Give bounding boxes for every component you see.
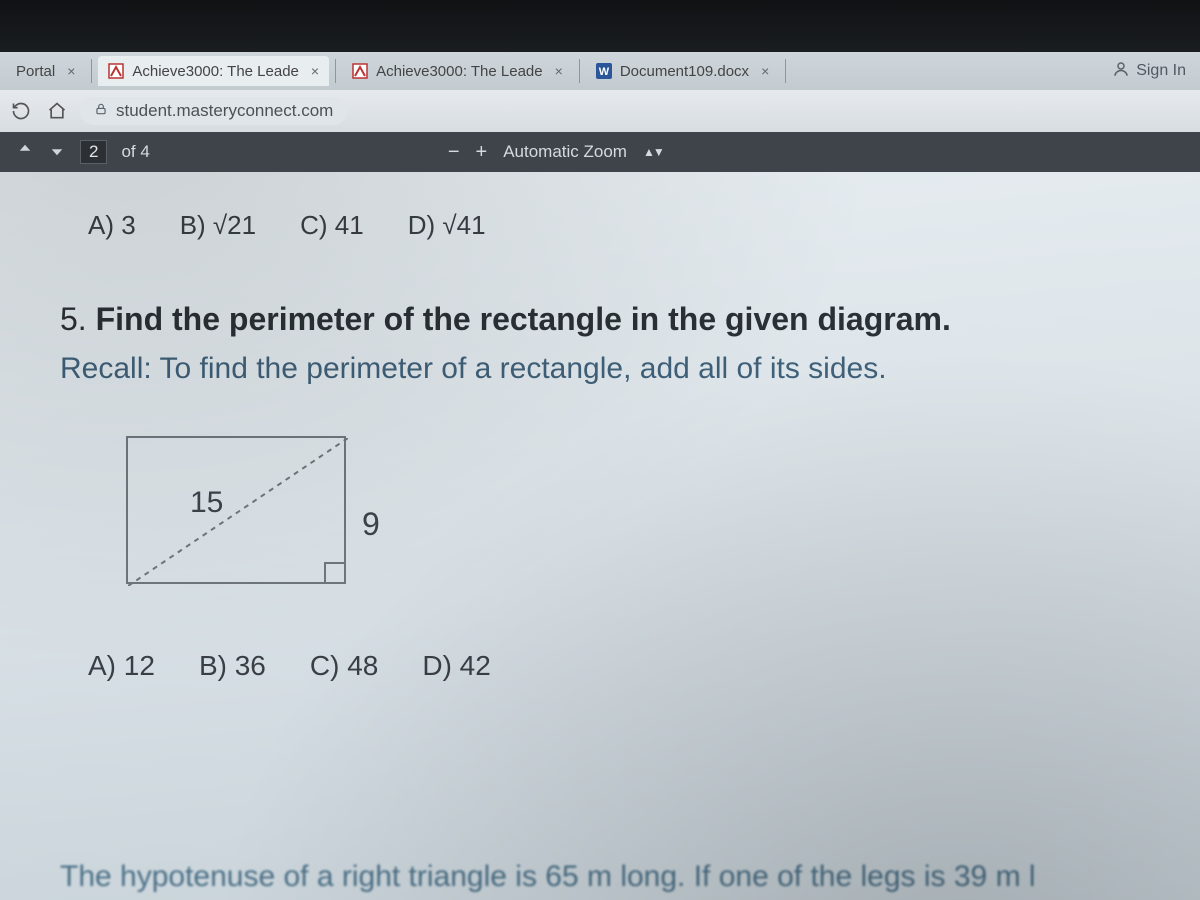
q5-diagram: 15 9 <box>126 436 386 606</box>
tab-separator <box>335 59 336 83</box>
window-bezel <box>0 0 1200 52</box>
tab-portal[interactable]: Portal × <box>6 56 85 86</box>
option-a[interactable]: A) 3 <box>88 210 136 241</box>
tab-document[interactable]: W Document109.docx × <box>586 56 779 86</box>
q5-title: 5. Find the perimeter of the rectangle i… <box>60 301 1140 338</box>
tab-separator <box>785 59 786 83</box>
page-total-label: of 4 <box>121 142 149 162</box>
option-b[interactable]: B) 36 <box>199 650 266 682</box>
tab-label: Achieve3000: The Leade <box>376 63 543 80</box>
option-b[interactable]: B) √21 <box>180 210 256 241</box>
page-current-input[interactable]: 2 <box>80 140 107 164</box>
diagonal-line <box>128 438 348 586</box>
browser-tab-bar: Portal × Achieve3000: The Leade × Achiev… <box>0 52 1200 90</box>
achieve-icon <box>352 63 368 79</box>
diagonal-label: 15 <box>190 486 223 520</box>
tab-separator <box>91 59 92 83</box>
close-icon[interactable]: × <box>551 63 563 79</box>
tab-separator <box>579 59 580 83</box>
tab-label: Achieve3000: The Leade <box>132 63 299 80</box>
home-icon[interactable] <box>44 98 70 124</box>
q5-options: A) 12 B) 36 C) 48 D) 42 <box>88 650 1140 682</box>
close-icon[interactable]: × <box>307 63 319 79</box>
right-angle-mark <box>324 562 346 584</box>
address-bar[interactable]: student.masteryconnect.com <box>80 97 347 125</box>
q6-partial-text: The hypotenuse of a right triangle is 65… <box>60 860 1180 894</box>
option-d[interactable]: D) 42 <box>422 650 490 682</box>
option-c[interactable]: C) 48 <box>310 650 378 682</box>
option-d[interactable]: D) √41 <box>408 210 486 241</box>
page-up-icon[interactable] <box>16 141 34 164</box>
tab-achieve-2[interactable]: Achieve3000: The Leade × <box>342 56 573 86</box>
q5-recall: Recall: To find the perimeter of a recta… <box>60 352 1140 386</box>
close-icon[interactable]: × <box>757 63 769 79</box>
page-down-icon[interactable] <box>48 141 66 164</box>
reload-icon[interactable] <box>8 98 34 124</box>
zoom-mode-label: Automatic Zoom <box>503 142 627 162</box>
zoom-in-button[interactable]: + <box>476 141 488 164</box>
tab-label: Document109.docx <box>620 63 749 80</box>
option-a[interactable]: A) 12 <box>88 650 155 682</box>
document-page: A) 3 B) √21 C) 41 D) √41 5. Find the per… <box>0 172 1200 900</box>
user-icon <box>1112 60 1130 83</box>
achieve-icon <box>108 63 124 79</box>
rectangle-shape <box>126 436 346 584</box>
tab-label: Portal <box>16 63 55 80</box>
svg-text:W: W <box>599 66 610 78</box>
lock-icon <box>94 101 108 121</box>
tab-achieve-1[interactable]: Achieve3000: The Leade × <box>98 56 329 86</box>
q5-number: 5. <box>60 301 87 337</box>
option-c[interactable]: C) 41 <box>300 210 364 241</box>
sign-in-button[interactable]: Sign In <box>1112 60 1194 83</box>
q4-options: A) 3 B) √21 C) 41 D) √41 <box>88 210 1140 241</box>
side-label: 9 <box>362 506 380 543</box>
close-icon[interactable]: × <box>63 63 75 79</box>
dropdown-icon[interactable]: ▲▼ <box>643 145 663 159</box>
q5-title-text: Find the perimeter of the rectangle in t… <box>96 301 951 337</box>
url-text: student.masteryconnect.com <box>116 101 333 121</box>
sign-in-label: Sign In <box>1136 62 1186 80</box>
pdf-toolbar: 2 of 4 − + Automatic Zoom ▲▼ <box>0 132 1200 172</box>
zoom-out-button[interactable]: − <box>448 141 460 164</box>
browser-toolbar: student.masteryconnect.com <box>0 90 1200 132</box>
word-icon: W <box>596 63 612 79</box>
